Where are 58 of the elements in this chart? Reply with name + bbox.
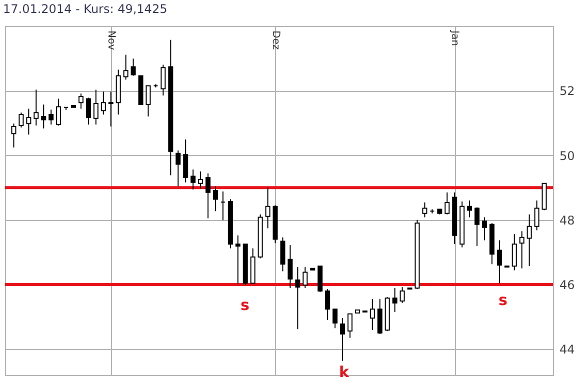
- candlestick: [512, 234, 517, 271]
- candlestick: [123, 54, 128, 80]
- candlestick: [26, 108, 32, 136]
- candlestick: [482, 216, 487, 241]
- candlestick: [288, 244, 293, 289]
- candlestick: [474, 206, 480, 247]
- y-tick-label: 52: [560, 84, 575, 98]
- candlestick: [265, 187, 270, 229]
- y-tick-label: 44: [560, 342, 575, 357]
- candlestick: [347, 313, 352, 338]
- candlestick: [86, 97, 91, 126]
- candlestick: [302, 266, 308, 289]
- candlestick: [34, 89, 39, 126]
- candlestick: [176, 150, 181, 187]
- candlestick: [332, 308, 338, 329]
- candlestick: [400, 286, 405, 304]
- x-tick-label: Jan: [449, 30, 460, 46]
- candlestick: [206, 172, 211, 219]
- y-tick-label: 50: [560, 148, 575, 163]
- annotation: s: [240, 296, 250, 314]
- candlestick: [496, 240, 502, 284]
- candlestick: [18, 112, 24, 128]
- candlestick: [146, 85, 151, 117]
- candlestick: [467, 200, 472, 218]
- candlestick: [370, 298, 375, 331]
- candlestick: [280, 236, 286, 272]
- candlestick: [100, 91, 106, 116]
- candlestick: [212, 186, 218, 212]
- x-tick-label: Nov: [105, 30, 116, 50]
- candlestick: [93, 89, 98, 126]
- candlestick: [392, 288, 398, 312]
- candlestick: [160, 64, 166, 96]
- candlestick: [340, 318, 346, 362]
- candlestick: [56, 98, 62, 126]
- candlestick: [190, 168, 196, 190]
- y-tick-label: 48: [560, 213, 575, 228]
- candlestick: [444, 192, 450, 215]
- candlestick: [295, 266, 300, 330]
- candlestick: [41, 104, 46, 129]
- candlestick: [235, 234, 240, 285]
- candlestick: [422, 202, 428, 218]
- candlestick: [526, 214, 532, 267]
- chart-title: 17.01.2014 - Kurs: 49,1425: [3, 2, 168, 16]
- candlestick: [519, 230, 524, 269]
- candlestick: [48, 109, 54, 126]
- candlestick: [377, 298, 382, 334]
- candlestick: [325, 288, 330, 321]
- candlestick: [108, 91, 114, 127]
- candlestick: [11, 123, 16, 148]
- annotation: k: [339, 363, 350, 381]
- x-tick-label: Dez: [270, 30, 281, 50]
- y-tick-label: 46: [560, 278, 575, 292]
- annotation: s: [498, 291, 508, 309]
- candlestick: [78, 93, 84, 110]
- candlestick: [198, 170, 204, 190]
- candlestick: [130, 58, 136, 76]
- candlestick: [534, 200, 540, 231]
- candlestick: [183, 138, 188, 183]
